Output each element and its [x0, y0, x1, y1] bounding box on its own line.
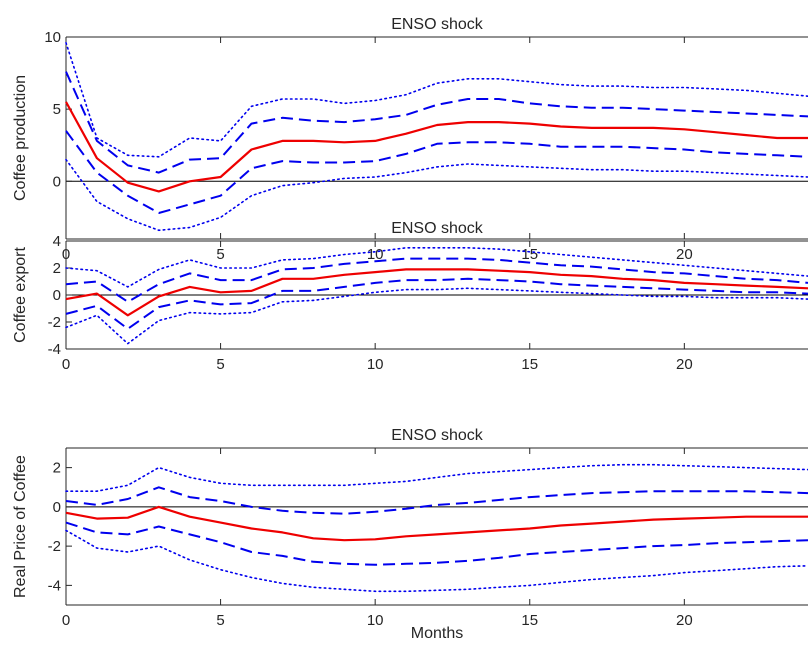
x-tick-label: 10: [367, 246, 384, 263]
series-line-lower-68: [65, 277, 808, 330]
chart-title: ENSO shock: [391, 16, 484, 33]
panel-2: 0 5 10 15 20 -4 -2 0 2 4 ENSO shock Coffee export: [12, 220, 808, 373]
x-tick-label: 10: [367, 612, 384, 629]
series-line-upper-90: [65, 41, 808, 158]
chart-title: ENSO shock: [391, 220, 484, 237]
series-line-point-estimate: [65, 101, 808, 193]
y-tick-label: 0: [53, 173, 61, 190]
x-tick-label: 20: [676, 356, 693, 373]
series-line-lower-90: [65, 529, 808, 593]
series-line-upper-68: [65, 486, 808, 515]
panel-3: 0 5 10 15 20 -4 -2 0 2 ENSO shock Real Price of Co…: [12, 427, 808, 642]
y-tick-label: -2: [48, 538, 61, 555]
x-tick-label: 5: [216, 356, 224, 373]
series-line-point-estimate: [65, 268, 808, 317]
x-tick-label: 15: [521, 246, 538, 263]
y-axis-label: Coffee production: [12, 75, 29, 201]
x-tick-label: 10: [367, 356, 384, 373]
y-tick-label: 0: [53, 287, 61, 304]
y-tick-label: 0: [53, 499, 61, 516]
chart-title: ENSO shock: [391, 427, 484, 444]
x-tick-label: 20: [676, 246, 693, 263]
series-line-lower-90: [65, 158, 808, 232]
x-tick-label: 15: [521, 612, 538, 629]
y-tick-label: -2: [48, 314, 61, 331]
series-line-lower-68: [65, 521, 808, 566]
series-line-lower-68: [65, 130, 808, 214]
y-tick-label: 10: [44, 29, 61, 46]
y-axis-label: Real Price of Coffee: [12, 455, 29, 598]
y-tick-label: 5: [53, 101, 61, 118]
series-line-upper-68: [65, 71, 808, 174]
y-tick-label: -4: [48, 341, 61, 358]
y-tick-label: 2: [53, 460, 61, 477]
x-tick-label: 20: [676, 612, 693, 629]
y-tick-label: -4: [48, 577, 61, 594]
x-tick-label: 0: [62, 356, 70, 373]
series-line-lower-90: [65, 287, 808, 345]
x-tick-label: 15: [521, 356, 538, 373]
series-line-upper-90: [65, 247, 808, 288]
series-line-upper-68: [65, 257, 808, 303]
y-axis-label: Coffee export: [12, 247, 29, 343]
x-tick-label: 0: [62, 612, 70, 629]
series-line-upper-90: [65, 463, 808, 493]
y-tick-label: 4: [53, 233, 61, 250]
x-tick-label: 5: [216, 246, 224, 263]
series-line-point-estimate: [65, 505, 808, 542]
y-tick-label: 2: [53, 260, 61, 277]
x-tick-label: 5: [216, 612, 224, 629]
x-axis-label: Months: [411, 625, 463, 642]
